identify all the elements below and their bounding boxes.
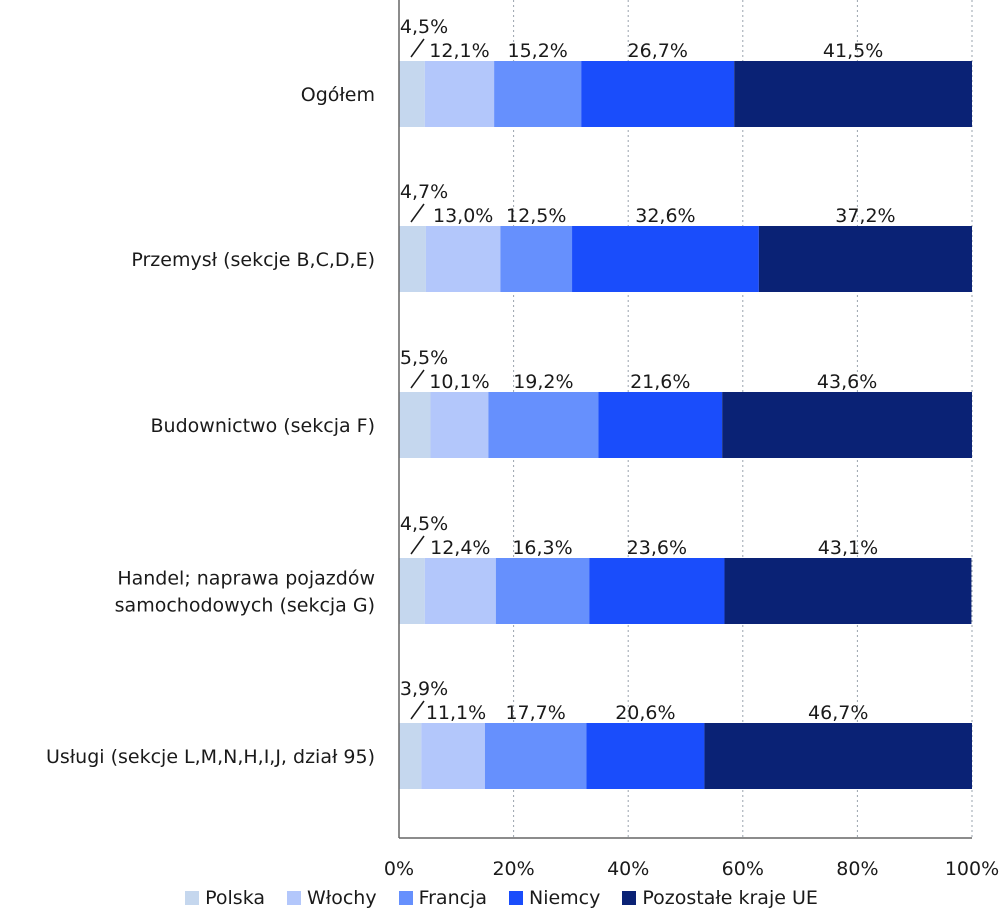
bar-segment xyxy=(704,723,972,789)
data-label: 43,6% xyxy=(817,371,877,393)
data-label: 4,5% xyxy=(400,513,448,535)
category-label: Ogółem xyxy=(301,84,375,106)
data-label: 10,1% xyxy=(429,371,489,393)
bar-segment xyxy=(399,61,425,127)
data-label: 26,7% xyxy=(628,40,688,62)
bar-segment xyxy=(581,61,735,127)
bar-segment xyxy=(399,392,431,458)
bar-segment xyxy=(399,723,422,789)
bar-segment xyxy=(500,226,573,292)
bar-segments xyxy=(399,61,972,789)
legend-label: Niemcy xyxy=(528,887,601,909)
legend-label: Pozostałe kraje UE xyxy=(642,887,818,909)
data-label: 46,7% xyxy=(808,702,868,724)
legend-label: Polska xyxy=(205,887,266,909)
legend: Polska Włochy Francja Niemcy Pozostałe kraje… xyxy=(0,885,1003,911)
leader-line xyxy=(410,369,425,389)
leader-line xyxy=(410,700,425,720)
bar-segment xyxy=(494,61,582,127)
bar-segment xyxy=(399,558,425,624)
legend-label: Francja xyxy=(418,887,487,909)
axes xyxy=(398,0,972,839)
x-tick-label: 80% xyxy=(836,858,878,880)
legend-swatch xyxy=(287,891,302,905)
bar-segment xyxy=(586,723,705,789)
data-label: 23,6% xyxy=(627,537,687,559)
data-label: 13,0% xyxy=(433,205,493,227)
legend-item: Polska xyxy=(185,887,265,909)
bar-segment xyxy=(424,558,496,624)
category-labels: Ogółem Przemysł (sekcje B,C,D,E) Budownict… xyxy=(46,84,375,768)
legend-label: Włochy xyxy=(307,887,377,909)
legend-swatch xyxy=(185,891,200,905)
legend-item: Niemcy xyxy=(508,887,601,909)
bar-segment xyxy=(424,61,495,127)
data-label: 32,6% xyxy=(635,205,695,227)
x-tick-labels: 0% 20% 40% 60% 80% 100% xyxy=(384,858,999,880)
category-label: Przemysł (sekcje B,C,D,E) xyxy=(131,249,375,271)
x-tick-label: 0% xyxy=(384,858,414,880)
data-label: 16,3% xyxy=(512,537,572,559)
category-label: Budownictwo (sekcja F) xyxy=(151,415,375,437)
data-label: 5,5% xyxy=(400,347,448,369)
data-label: 12,4% xyxy=(430,537,490,559)
leader-line xyxy=(410,535,425,555)
data-label: 4,7% xyxy=(400,181,448,203)
data-label: 17,7% xyxy=(505,702,565,724)
legend-item: Pozostałe kraje UE xyxy=(622,887,818,909)
category-label: Usługi (sekcje L,M,N,H,I,J, dział 95) xyxy=(46,746,375,768)
legend-swatch xyxy=(508,891,523,905)
legend-item: Francja xyxy=(398,887,487,909)
data-label: 12,1% xyxy=(429,40,489,62)
bar-segment xyxy=(734,61,972,127)
bar-segment xyxy=(488,392,599,458)
data-label: 21,6% xyxy=(630,371,690,393)
bar-segment xyxy=(758,226,972,292)
legend-swatch xyxy=(622,891,637,905)
data-label: 3,9% xyxy=(400,678,448,700)
x-tick-label: 100% xyxy=(945,858,999,880)
x-tick-label: 20% xyxy=(492,858,534,880)
category-label: samochodowych (sekcja G) xyxy=(115,595,375,617)
data-label: 43,1% xyxy=(818,537,878,559)
bar-segment xyxy=(421,723,485,789)
leader-line xyxy=(410,38,425,58)
legend-swatch xyxy=(398,891,413,905)
category-label: Handel; naprawa pojazdów xyxy=(117,568,375,590)
bar-segment xyxy=(495,558,590,624)
bar-segment xyxy=(598,392,723,458)
data-label: 41,5% xyxy=(823,40,883,62)
data-label: 20,6% xyxy=(615,702,675,724)
stacked-bar-chart: 0% 20% 40% 60% 80% 100% Ogółem Przemysł (sekcj… xyxy=(46,0,999,880)
data-label: 4,5% xyxy=(400,16,448,38)
bar-segment xyxy=(430,392,489,458)
data-labels: 4,5%12,1% 15,2% 26,7% 41,5%4,7%13,0% 12,5% 32… xyxy=(400,16,896,724)
leader-line xyxy=(410,203,425,223)
x-tick-label: 60% xyxy=(722,858,764,880)
x-tick-label: 40% xyxy=(607,858,649,880)
bar-segment xyxy=(484,723,587,789)
data-label: 19,2% xyxy=(513,371,573,393)
data-label: 37,2% xyxy=(835,205,895,227)
bar-segment xyxy=(572,226,759,292)
bar-segment xyxy=(722,392,972,458)
bar-segment xyxy=(399,226,426,292)
legend-item: Włochy xyxy=(287,887,377,909)
data-label: 11,1% xyxy=(426,702,486,724)
bar-segment xyxy=(425,226,501,292)
data-label: 15,2% xyxy=(507,40,567,62)
bar-segment xyxy=(724,558,972,624)
bar-segment xyxy=(589,558,725,624)
data-label: 12,5% xyxy=(506,205,566,227)
